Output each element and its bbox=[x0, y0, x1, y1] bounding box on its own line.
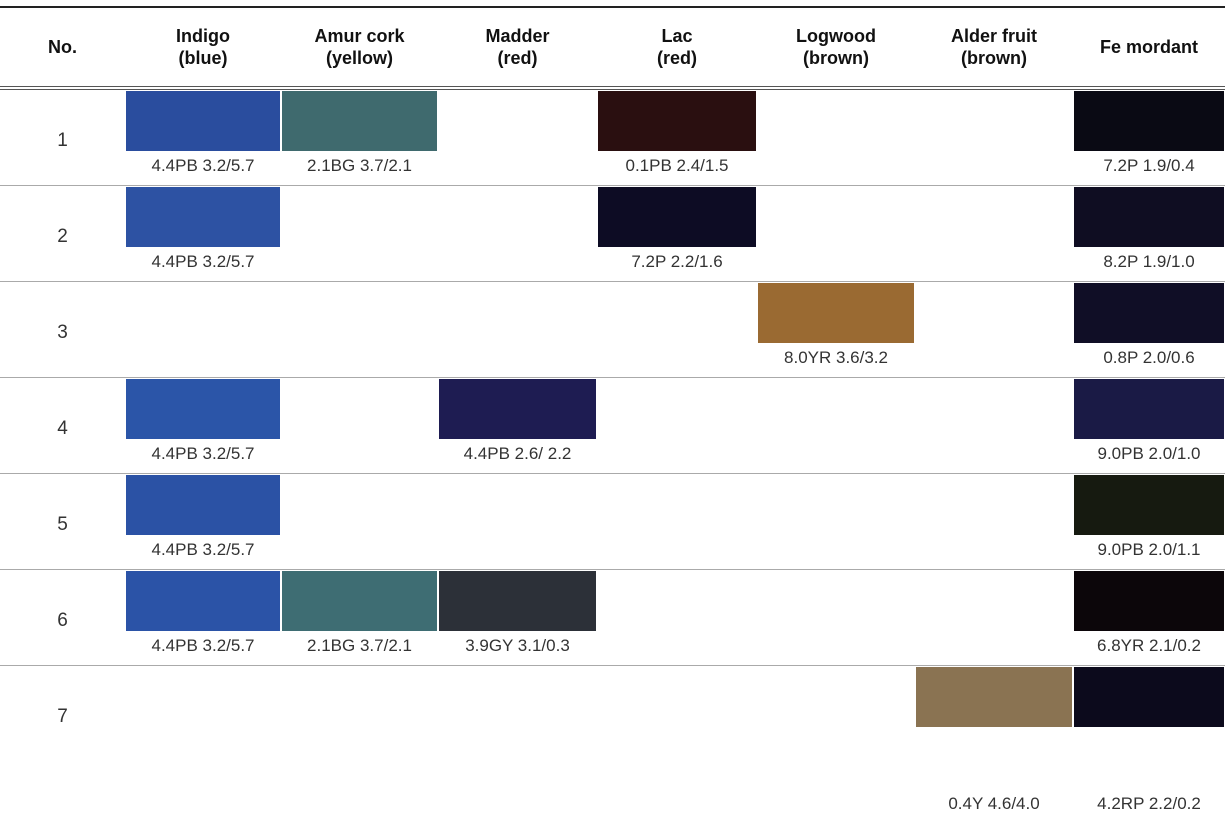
row-rule bbox=[0, 377, 1225, 378]
column-header: Indigo (blue) bbox=[176, 26, 230, 68]
munsell-label: 4.4PB 3.2/5.7 bbox=[151, 444, 255, 463]
column-header: Logwood (brown) bbox=[796, 26, 876, 68]
top-rule bbox=[0, 6, 1225, 8]
munsell-label: 4.4PB 3.2/5.7 bbox=[151, 156, 255, 175]
munsell-label: 4.4PB 3.2/5.7 bbox=[151, 540, 255, 559]
row-number: 1 bbox=[57, 130, 68, 151]
header-rule bbox=[0, 86, 1225, 87]
row-rule bbox=[0, 665, 1225, 666]
column-header: No. bbox=[48, 37, 77, 57]
row-number: 2 bbox=[57, 226, 68, 247]
color-swatch bbox=[1074, 283, 1224, 343]
column-header: Lac (red) bbox=[657, 26, 697, 68]
color-swatch bbox=[282, 91, 437, 151]
row-number: 3 bbox=[57, 322, 68, 343]
row-rule bbox=[0, 473, 1225, 474]
munsell-label: 4.4PB 2.6/ 2.2 bbox=[463, 444, 572, 463]
row-rule bbox=[0, 569, 1225, 570]
munsell-label: 8.0YR 3.6/3.2 bbox=[784, 348, 888, 367]
color-swatch bbox=[126, 379, 280, 439]
row-rule bbox=[0, 185, 1225, 186]
munsell-label: 0.8P 2.0/0.6 bbox=[1103, 348, 1195, 367]
munsell-label: 7.2P 1.9/0.4 bbox=[1103, 156, 1195, 175]
row-number: 4 bbox=[57, 418, 68, 439]
row-number: 6 bbox=[57, 610, 68, 631]
column-header: Amur cork (yellow) bbox=[314, 26, 405, 68]
munsell-label: 2.1BG 3.7/2.1 bbox=[307, 156, 412, 175]
munsell-label: 3.9GY 3.1/0.3 bbox=[465, 636, 570, 655]
header-rule bbox=[0, 89, 1225, 90]
color-swatch bbox=[916, 667, 1072, 727]
color-swatch bbox=[282, 571, 437, 631]
color-swatch bbox=[126, 91, 280, 151]
color-swatch bbox=[1074, 187, 1224, 247]
color-swatch bbox=[126, 475, 280, 535]
color-swatch bbox=[1074, 667, 1224, 727]
munsell-label: 4.4PB 3.2/5.7 bbox=[151, 252, 255, 271]
column-header: Fe mordant bbox=[1099, 37, 1198, 57]
color-swatch bbox=[1074, 571, 1224, 631]
column-header: Madder (red) bbox=[485, 26, 550, 68]
color-swatch bbox=[1074, 475, 1224, 535]
munsell-label: 6.8YR 2.1/0.2 bbox=[1097, 636, 1201, 655]
munsell-label: 0.1PB 2.4/1.5 bbox=[625, 156, 729, 175]
munsell-label: 9.0PB 2.0/1.0 bbox=[1097, 444, 1201, 463]
munsell-label: 9.0PB 2.0/1.1 bbox=[1097, 540, 1201, 559]
row-number: 5 bbox=[57, 514, 68, 535]
munsell-label: 4.2RP 2.2/0.2 bbox=[1097, 794, 1201, 813]
color-swatch bbox=[126, 571, 280, 631]
color-swatch bbox=[1074, 91, 1224, 151]
color-swatch bbox=[598, 187, 756, 247]
color-swatch bbox=[439, 571, 596, 631]
munsell-label: 0.4Y 4.6/4.0 bbox=[948, 794, 1040, 813]
munsell-label: 8.2P 1.9/1.0 bbox=[1103, 252, 1195, 271]
color-swatch bbox=[758, 283, 914, 343]
color-swatch bbox=[598, 91, 756, 151]
munsell-label: 7.2P 2.2/1.6 bbox=[631, 252, 723, 271]
color-swatch bbox=[439, 379, 596, 439]
column-header: Alder fruit (brown) bbox=[950, 26, 1037, 68]
color-swatch bbox=[1074, 379, 1224, 439]
row-number: 7 bbox=[57, 706, 68, 727]
color-swatch bbox=[126, 187, 280, 247]
row-rule bbox=[0, 281, 1225, 282]
munsell-label: 4.4PB 3.2/5.7 bbox=[151, 636, 255, 655]
munsell-label: 2.1BG 3.7/2.1 bbox=[307, 636, 412, 655]
